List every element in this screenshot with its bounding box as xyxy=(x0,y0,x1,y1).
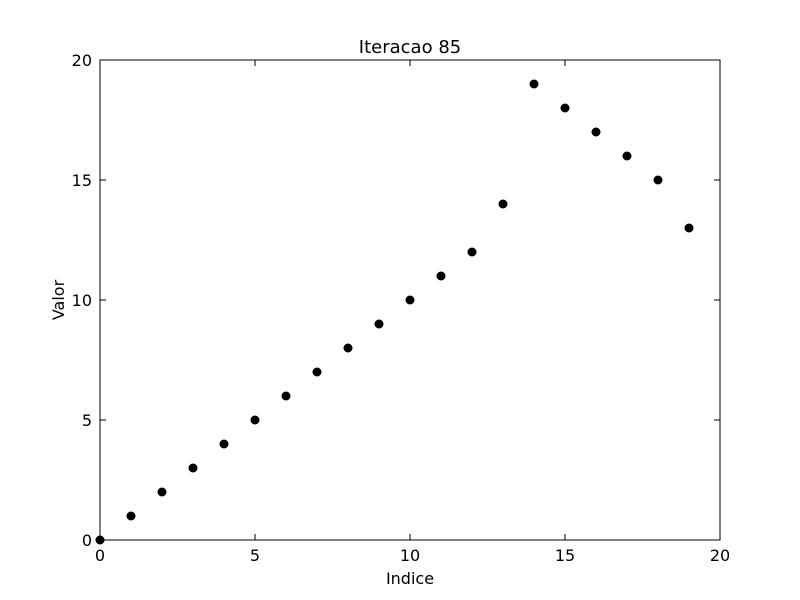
chart-title: Iteracao 85 xyxy=(359,37,461,58)
data-point xyxy=(560,103,570,113)
y-tick-label: 0 xyxy=(82,531,92,550)
data-point xyxy=(684,223,694,233)
data-point xyxy=(374,319,384,329)
x-tick-label: 10 xyxy=(400,546,420,565)
data-point xyxy=(653,175,663,185)
x-tick-label: 5 xyxy=(250,546,260,565)
plot-area-frame xyxy=(99,59,721,541)
x-axis-label: Indice xyxy=(386,569,434,588)
data-point xyxy=(467,247,477,257)
axis-ticks: 0 5 10 15 20 0 5 10 15 20 xyxy=(72,51,731,565)
data-point xyxy=(622,151,632,161)
x-tick-label: 0 xyxy=(95,546,105,565)
data-point xyxy=(281,391,291,401)
data-point xyxy=(529,79,539,89)
data-point xyxy=(188,463,198,473)
data-point xyxy=(436,271,446,281)
y-tick-label: 5 xyxy=(82,411,92,430)
data-point xyxy=(312,367,322,377)
y-tick-label: 20 xyxy=(72,51,92,70)
data-point xyxy=(405,295,415,305)
data-point xyxy=(219,439,229,449)
y-tick-label: 15 xyxy=(72,171,92,190)
data-point xyxy=(126,511,136,521)
y-tick-label: 10 xyxy=(72,291,92,310)
data-points xyxy=(95,79,694,545)
x-tick-label: 15 xyxy=(555,546,575,565)
data-point xyxy=(343,343,353,353)
data-point xyxy=(591,127,601,137)
data-point xyxy=(157,487,167,497)
data-point xyxy=(250,415,260,425)
y-axis-label: Valor xyxy=(49,279,68,320)
data-point xyxy=(498,199,508,209)
x-tick-label: 20 xyxy=(710,546,730,565)
